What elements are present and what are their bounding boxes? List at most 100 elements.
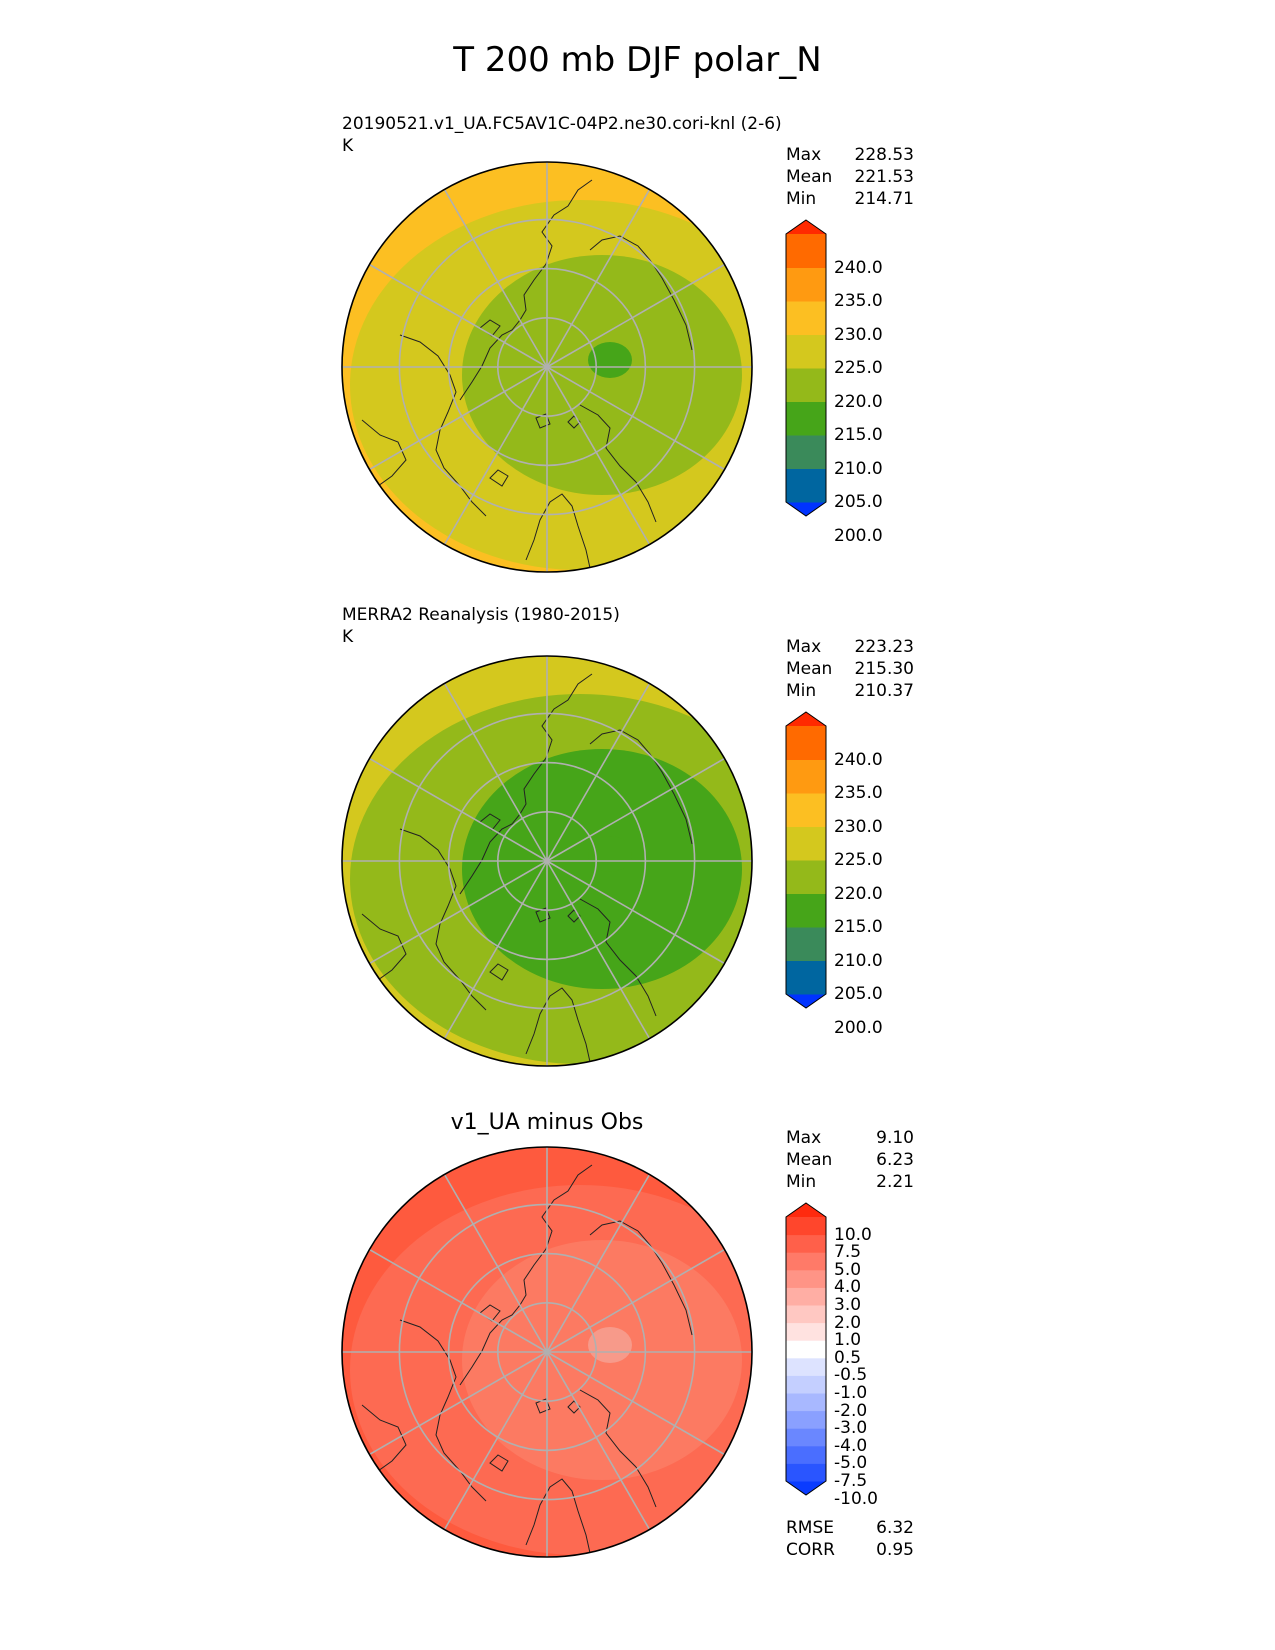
coastline bbox=[489, 1454, 509, 1472]
coastline bbox=[589, 1220, 693, 1336]
colorbar-segment bbox=[786, 759, 826, 794]
colorbar-segment bbox=[786, 927, 826, 961]
stat-value: 215.30 bbox=[854, 659, 914, 679]
colorbar-tick-label: 2.0 bbox=[834, 1312, 862, 1333]
colorbar-tick-label: 10.0 bbox=[834, 1224, 872, 1245]
coastline bbox=[489, 963, 509, 981]
meridian-line bbox=[546, 366, 651, 545]
colorbar-segment bbox=[786, 1463, 826, 1482]
colorbar-segment bbox=[786, 1428, 826, 1447]
coastline bbox=[399, 1319, 487, 1502]
temperature-field bbox=[342, 656, 752, 1066]
panel-1-units: K bbox=[342, 136, 354, 156]
colorbar-extend-low bbox=[786, 502, 826, 516]
stat-label: Max bbox=[786, 145, 822, 165]
map-border bbox=[341, 1146, 753, 1558]
coastline bbox=[489, 469, 509, 487]
panel-1-title: 20190521.v1_UA.FC5AV1C-04P2.ne30.cori-kn… bbox=[342, 114, 782, 134]
meridian-line bbox=[546, 263, 725, 368]
colorbar-tick-label: 0.5 bbox=[834, 1347, 862, 1368]
stat-label: Min bbox=[786, 189, 817, 209]
meridian-line bbox=[443, 860, 548, 1039]
colorbar-segment bbox=[786, 401, 826, 436]
colorbar-tick-label: -10.0 bbox=[834, 1488, 878, 1509]
colorbar-tick-label: 220.0 bbox=[834, 883, 883, 904]
temperature-field bbox=[342, 1147, 752, 1557]
stat-label: Mean bbox=[786, 167, 833, 187]
coastline bbox=[567, 1400, 581, 1414]
colorbar-segment bbox=[786, 435, 826, 469]
colorbar-extend-high bbox=[786, 712, 826, 726]
colorbar-tick-label: 225.0 bbox=[834, 358, 883, 378]
colorbar-tick-label: 230.0 bbox=[834, 324, 883, 345]
coastline bbox=[525, 987, 591, 1063]
metric-value: 6.32 bbox=[876, 1518, 914, 1538]
colorbar-tick-label: 5.0 bbox=[834, 1259, 862, 1280]
colorbar-tick-label: 215.0 bbox=[834, 917, 883, 937]
colorbar-tick-label: 230.0 bbox=[834, 816, 883, 837]
meridian-line bbox=[546, 1248, 725, 1353]
colorbar-segment bbox=[786, 1269, 826, 1288]
stat-value: 2.21 bbox=[876, 1172, 914, 1192]
colorbar-segment bbox=[786, 301, 826, 335]
panel-1-stats: Max 228.53 Mean 221.53 Min 214.71 bbox=[786, 144, 914, 210]
colorbar-tick-label: 240.0 bbox=[834, 257, 883, 278]
stat-label: Mean bbox=[786, 1150, 833, 1170]
meridian-line bbox=[369, 860, 548, 965]
coastline bbox=[589, 729, 693, 845]
meridian-line bbox=[443, 366, 548, 545]
metric-value: 0.95 bbox=[876, 1540, 914, 1560]
colorbar-tick-label: 210.0 bbox=[834, 950, 883, 971]
stat-value: 214.71 bbox=[854, 189, 914, 209]
colorbar-segment bbox=[786, 234, 826, 268]
meridian-line bbox=[546, 683, 651, 862]
coastline bbox=[459, 1164, 593, 1386]
colorbar-segment bbox=[786, 960, 826, 995]
meridian-line bbox=[546, 1351, 725, 1456]
panel-2-polar-map bbox=[341, 655, 753, 1067]
stat-label: Min bbox=[786, 1172, 817, 1192]
colorbar-tick-label: 235.0 bbox=[834, 783, 883, 803]
colorbar-tick-label: 4.0 bbox=[834, 1277, 862, 1298]
meridian-line bbox=[369, 263, 548, 368]
coastline bbox=[567, 415, 581, 429]
colorbar-outline bbox=[785, 711, 827, 1009]
colorbar-segment bbox=[786, 1445, 826, 1464]
field-pole-region bbox=[588, 836, 632, 872]
figure-title: T 200 mb DJF polar_N bbox=[453, 40, 822, 80]
colorbar-tick-label: 1.0 bbox=[834, 1330, 862, 1351]
colorbar-tick-label: 215.0 bbox=[834, 425, 883, 445]
colorbar-tick-label: -3.0 bbox=[834, 1418, 868, 1439]
field-pole-region bbox=[588, 1327, 632, 1363]
meridian-line bbox=[546, 860, 651, 1039]
meridian-line bbox=[546, 189, 651, 368]
panel-3-title: v1_UA minus Obs bbox=[450, 1110, 644, 1135]
colorbar-tick-label: 7.5 bbox=[834, 1242, 862, 1263]
meridian-line bbox=[546, 366, 725, 471]
colorbar-tick-label: -5.0 bbox=[834, 1453, 868, 1474]
panel-1-polar-map bbox=[341, 161, 753, 573]
colorbar-segment bbox=[786, 267, 826, 302]
stat-value: 6.23 bbox=[876, 1150, 914, 1170]
panel-3-metrics: RMSE 6.32 CORR 0.95 bbox=[786, 1517, 914, 1561]
coastline bbox=[579, 1389, 657, 1508]
coastline bbox=[525, 493, 591, 569]
colorbar-tick-label: 225.0 bbox=[834, 850, 883, 870]
metric-label: CORR bbox=[786, 1540, 835, 1560]
colorbar-segment bbox=[786, 1393, 826, 1412]
map-border bbox=[341, 161, 753, 573]
colorbar-segment bbox=[786, 368, 826, 402]
colorbar-tick-label: -1.0 bbox=[834, 1383, 868, 1403]
meridian-line bbox=[546, 1351, 651, 1530]
colorbar-extend-high bbox=[786, 220, 826, 234]
meridian-line bbox=[546, 860, 725, 965]
coastline bbox=[579, 404, 657, 523]
meridian-line bbox=[546, 757, 725, 862]
colorbar-outline bbox=[785, 219, 827, 517]
colorbar-tick-label: -4.0 bbox=[834, 1435, 868, 1456]
colorbar-tick-label: 200.0 bbox=[834, 525, 883, 546]
colorbar-segment bbox=[786, 1340, 826, 1359]
colorbar-tick-label: -2.0 bbox=[834, 1400, 868, 1421]
colorbar-segment bbox=[786, 1410, 826, 1429]
colorbar-tick-label: 210.0 bbox=[834, 458, 883, 479]
